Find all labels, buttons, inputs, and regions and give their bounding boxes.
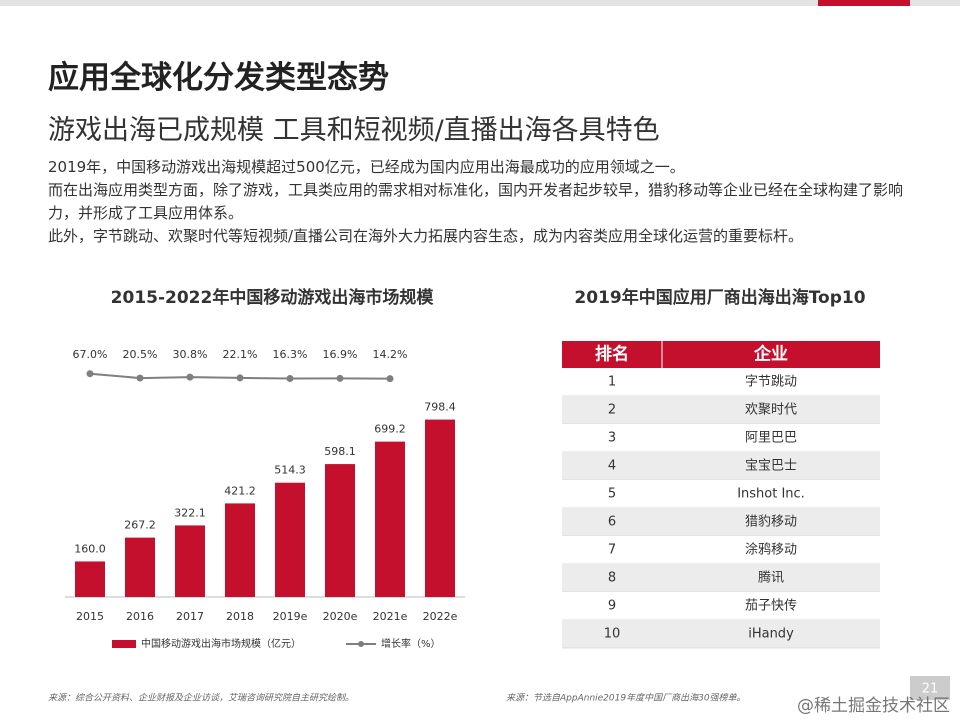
- x-tick-label: 2019e: [273, 610, 308, 623]
- bar: [425, 419, 455, 597]
- table-cell: 9: [608, 599, 616, 614]
- table-cell: iHandy: [748, 627, 794, 642]
- table-title: 2019年中国应用厂商出海出海Top10: [574, 287, 865, 308]
- bar: [375, 441, 405, 597]
- page-number: 21: [922, 682, 939, 697]
- paragraph: 此外，字节跳动、欢聚时代等短视频/直播公司在海外大力拓展内容生态，成为内容类应用…: [48, 227, 804, 245]
- source-left: 来源：综合公开资料、企业财报及企业访谈，艾瑞咨询研究院自主研究绘制。: [48, 693, 354, 704]
- x-tick-label: 2022e: [423, 610, 458, 623]
- data-label: 67.0%: [73, 348, 108, 361]
- table-cell: 5: [608, 487, 616, 502]
- legend-label: 增长率（%）: [381, 637, 441, 650]
- data-label: 14.2%: [373, 348, 408, 361]
- growth-point: [336, 374, 344, 382]
- bar: [225, 503, 255, 597]
- bar: [275, 482, 305, 597]
- x-tick-label: 2020e: [323, 610, 358, 623]
- chart-title: 2015-2022年中国移动游戏出海市场规模: [111, 287, 435, 308]
- page-box: [910, 676, 950, 700]
- paragraph: 2019年，中国移动游戏出海规模超过500亿元，已经成为国内应用出海最成功的应用…: [48, 158, 685, 176]
- data-label: 267.2: [124, 519, 156, 532]
- table-row: [562, 536, 880, 564]
- table-row: [562, 368, 880, 396]
- subtitle: 游戏出海已成规模 工具和短视频/直播出海各具特色: [48, 115, 660, 146]
- table-cell: 猎豹移动: [745, 515, 797, 530]
- data-label: 798.4: [424, 401, 456, 414]
- x-tick-label: 2018: [226, 610, 254, 623]
- table-cell: 茄子快传: [745, 599, 797, 614]
- table-cell: 阿里巴巴: [745, 431, 797, 446]
- table-row: [562, 564, 880, 592]
- table-cell: 10: [604, 627, 621, 642]
- growth-point: [86, 370, 94, 378]
- watermark: @稀土掘金技术社区: [797, 696, 950, 716]
- growth-point: [286, 374, 294, 382]
- growth-point: [236, 374, 244, 382]
- legend-swatch: [358, 641, 364, 647]
- bar: [125, 537, 155, 597]
- data-label: 160.0: [74, 542, 106, 555]
- top-strip: [0, 0, 960, 6]
- x-tick-label: 2017: [176, 610, 204, 623]
- paragraphs: 2019年，中国移动游戏出海规模超过500亿元，已经成为国内应用出海最成功的应用…: [48, 156, 918, 248]
- table-cell: 3: [608, 431, 616, 446]
- data-label: 598.1: [324, 445, 356, 458]
- table-row: [562, 424, 880, 452]
- data-label: 22.1%: [223, 348, 258, 361]
- table-header: [562, 341, 880, 368]
- legend-label: 中国移动游戏出海市场规模（亿元）: [141, 637, 301, 650]
- table-cell: 4: [608, 459, 616, 474]
- data-label: 514.3: [274, 464, 306, 477]
- table-row: [562, 620, 880, 648]
- table-cell: 欢聚时代: [745, 403, 797, 418]
- top-accent: [818, 0, 910, 6]
- growth-point: [386, 375, 394, 383]
- table-cell: 8: [608, 571, 616, 586]
- x-tick-label: 2021e: [373, 610, 408, 623]
- source-right: 来源：节选自AppAnnie2019年度中国厂商出海30强榜单。: [506, 693, 746, 704]
- growth-point: [186, 373, 194, 381]
- header-cell: 企业: [753, 344, 788, 365]
- table-cell: 腾讯: [758, 570, 784, 586]
- table-cell: 2: [608, 403, 616, 418]
- data-label: 322.1: [174, 506, 206, 519]
- table-cell: 字节跳动: [745, 375, 797, 390]
- table-cell: 1: [608, 375, 616, 390]
- bar: [325, 464, 355, 597]
- x-tick-label: 2015: [76, 610, 104, 623]
- table-cell: 涂鸦移动: [745, 542, 797, 558]
- table-row: [562, 592, 880, 620]
- legend-swatch: [112, 640, 136, 648]
- header-cell: 排名: [595, 344, 629, 365]
- data-label: 699.2: [374, 423, 406, 436]
- table-cell: 6: [608, 515, 616, 530]
- data-label: 20.5%: [123, 348, 158, 361]
- title: 应用全球化分发类型态势: [48, 60, 389, 96]
- paragraph: 而在出海应用类型方面，除了游戏，工具类应用的需求相对标准化，国内开发者起步较早，…: [48, 181, 904, 222]
- data-label: 16.3%: [273, 348, 308, 361]
- data-label: 30.8%: [173, 348, 208, 361]
- table-cell: Inshot Inc.: [737, 487, 805, 502]
- bar: [75, 561, 105, 597]
- x-tick-label: 2016: [126, 610, 154, 623]
- growth-point: [136, 374, 144, 382]
- bar: [175, 525, 205, 597]
- data-label: 16.9%: [323, 348, 358, 361]
- table-row: [562, 480, 880, 508]
- data-label: 421.2: [224, 484, 256, 497]
- table-cell: 宝宝巴士: [745, 459, 797, 474]
- table-row: [562, 452, 880, 480]
- table-row: [562, 508, 880, 536]
- table-row: [562, 396, 880, 424]
- table-cell: 7: [608, 543, 616, 558]
